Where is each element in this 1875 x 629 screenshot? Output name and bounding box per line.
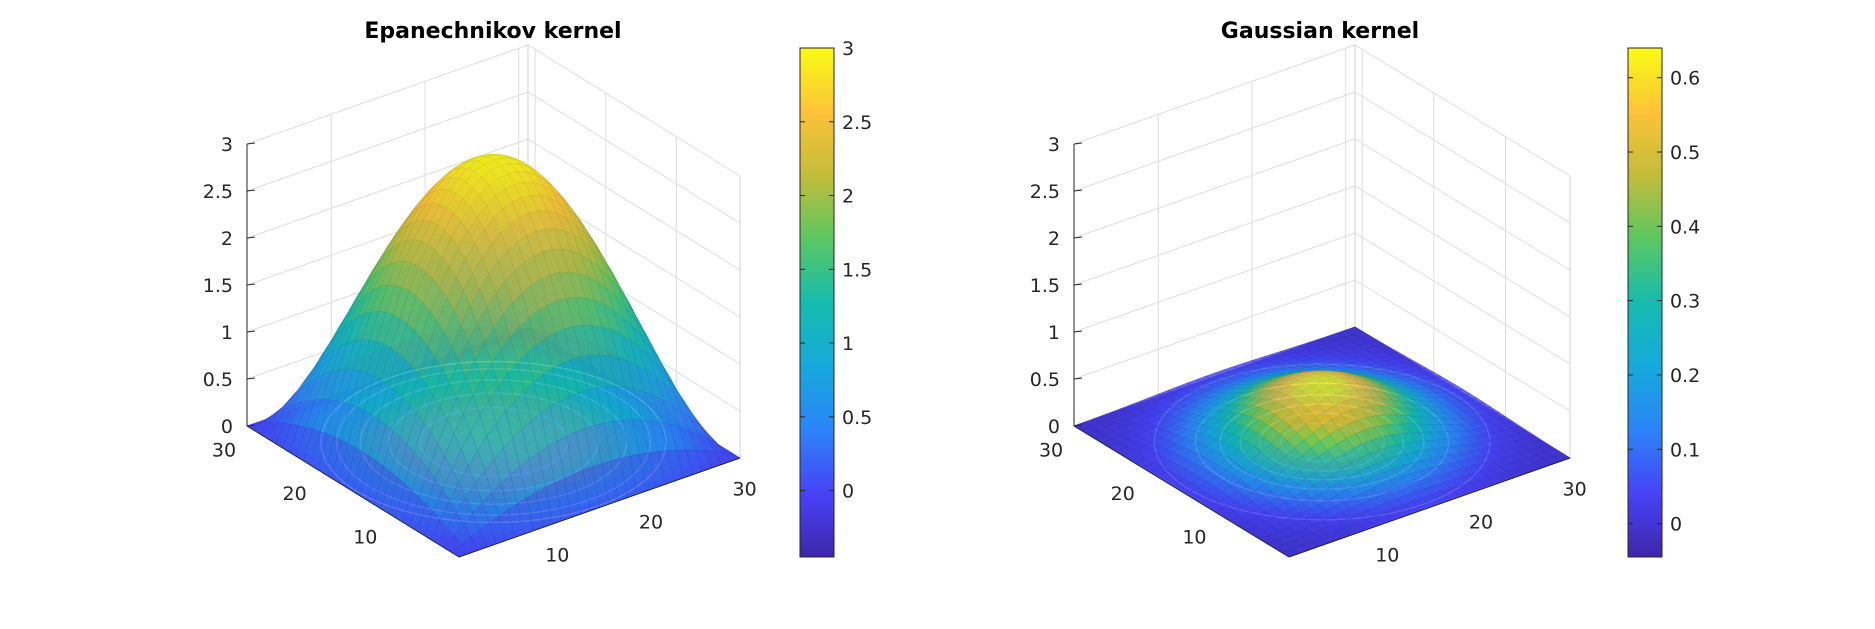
z-tick-label: 2.5 bbox=[1030, 181, 1060, 203]
colorbar-tick-label: 0.2 bbox=[1670, 365, 1700, 387]
chart-title: Epanechnikov kernel bbox=[364, 19, 621, 44]
z-tick-label: 1.5 bbox=[1030, 275, 1060, 297]
colorbar-tick-label: 0.4 bbox=[1670, 216, 1700, 238]
z-tick-label: 1 bbox=[221, 322, 233, 344]
colorbar: 0 0.1 0.2 0.3 0.4 0.5 0.6 bbox=[1628, 48, 1700, 557]
x-tick-label: 20 bbox=[639, 511, 663, 533]
z-tick-label: 3 bbox=[1048, 134, 1060, 156]
z-tick-label: 2.5 bbox=[203, 181, 233, 203]
surface-plot: 0 0.5 1 1.5 2 2.5 3 10 20 30 10 20 30 bbox=[203, 45, 757, 566]
colorbar-tick-label: 1 bbox=[842, 333, 854, 355]
colorbar-tick-label: 0 bbox=[1670, 514, 1682, 536]
x-tick-label: 10 bbox=[1375, 544, 1399, 566]
colorbar-tick-label: 1.5 bbox=[842, 259, 872, 281]
epanechnikov-panel: Epanechnikov kernel 00.511.522.531020301… bbox=[203, 19, 872, 566]
y-tick-label: 10 bbox=[353, 527, 377, 549]
z-tick-label: 0.5 bbox=[203, 369, 233, 391]
surface-mesh bbox=[1074, 327, 1570, 557]
y-tick-label: 10 bbox=[1182, 527, 1206, 549]
x-tick-label: 30 bbox=[1563, 478, 1587, 500]
gaussian-panel: Gaussian kernel 0 0.5 1 1.5 2 2.5 3 10 20 30 10 20 3… bbox=[1030, 19, 1700, 566]
colorbar-tick-label: 0.1 bbox=[1670, 439, 1700, 461]
surface-mesh bbox=[247, 154, 740, 557]
chart-title: Gaussian kernel bbox=[1221, 19, 1419, 44]
z-tick-label: 0 bbox=[1048, 416, 1060, 438]
colorbar-tick-label: 2 bbox=[842, 186, 854, 208]
x-tick-label: 20 bbox=[1469, 511, 1493, 533]
y-tick-label: 20 bbox=[283, 483, 307, 505]
z-tick-label: 1 bbox=[1048, 322, 1060, 344]
colorbar-tick-label: 0.6 bbox=[1670, 68, 1700, 90]
z-tick-label: 1.5 bbox=[203, 275, 233, 297]
colorbar-gradient bbox=[800, 48, 834, 557]
colorbar-tick-label: 0.5 bbox=[842, 407, 872, 429]
colorbar-tick-label: 3 bbox=[842, 38, 854, 60]
z-tick-label: 0.5 bbox=[1030, 369, 1060, 391]
colorbar-tick-label: 0.3 bbox=[1670, 291, 1700, 313]
surface-plot: 0 0.5 1 1.5 2 2.5 3 10 20 30 10 20 30 bbox=[1030, 45, 1587, 566]
colorbar-tick-label: 2.5 bbox=[842, 112, 872, 134]
z-tick-label: 2 bbox=[221, 228, 233, 250]
y-tick-label: 30 bbox=[212, 439, 236, 461]
colorbar-tick-label: 0.5 bbox=[1670, 142, 1700, 164]
colorbar-gradient bbox=[1628, 48, 1662, 557]
z-tick-label: 3 bbox=[221, 134, 233, 156]
x-tick-label: 10 bbox=[545, 544, 569, 566]
y-tick-label: 20 bbox=[1111, 483, 1135, 505]
z-tick-label: 0 bbox=[221, 416, 233, 438]
x-tick-label: 30 bbox=[733, 478, 757, 500]
colorbar-tick-label: 0 bbox=[842, 481, 854, 503]
colorbar: 0 0.5 1 1.5 2 2.5 3 bbox=[800, 38, 872, 557]
z-tick-label: 2 bbox=[1048, 228, 1060, 250]
y-tick-label: 30 bbox=[1039, 439, 1063, 461]
